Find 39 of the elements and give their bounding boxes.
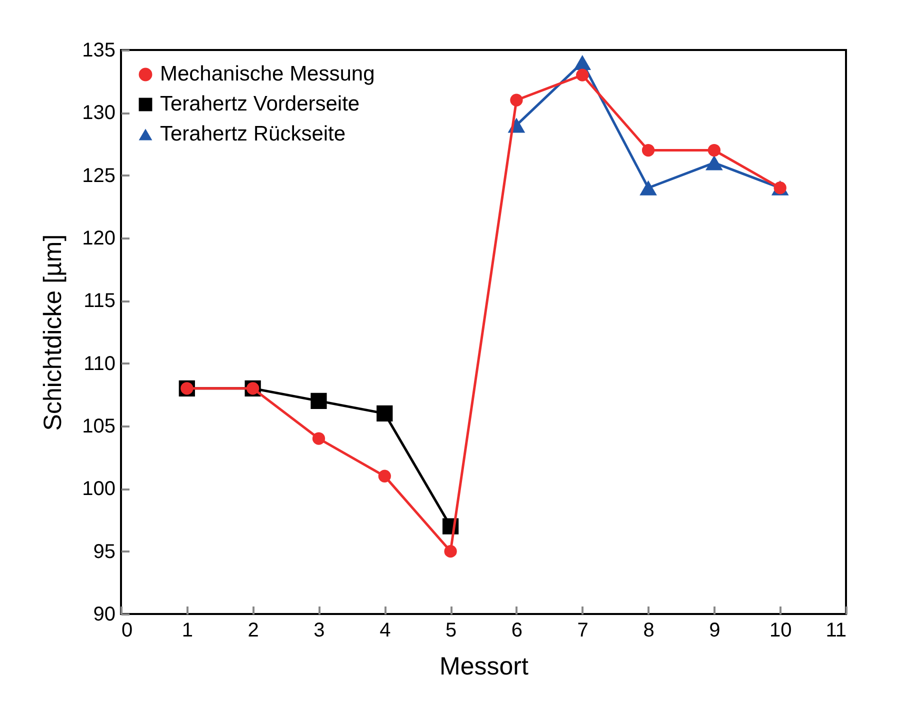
y-tick-label: 115: [84, 290, 116, 312]
y-tick-label: 135: [82, 40, 116, 62]
y-tick-label: 125: [82, 164, 116, 187]
point: [576, 68, 589, 82]
x-tick-label: 9: [709, 620, 720, 642]
point: [642, 144, 655, 157]
y-tick-label: 105: [82, 416, 116, 438]
y-tick-label: 110: [84, 352, 116, 375]
x-tick-label: 1: [182, 620, 193, 642]
x-tick-label: 10: [769, 620, 792, 642]
y-axis-title: Schichtdicke [µm]: [39, 234, 68, 431]
y-tick-label: 90: [93, 604, 116, 626]
y-tick-label: 120: [82, 228, 116, 250]
point: [378, 470, 391, 482]
x-tick-label: 3: [314, 620, 325, 642]
x-axis-title: Messort: [440, 652, 529, 680]
point: [510, 94, 523, 106]
legend-label: Terahertz Rückseite: [160, 122, 346, 146]
x-tick-label: 4: [380, 620, 391, 642]
y-tick-label: 95: [93, 540, 116, 563]
legend-label: Mechanische Messung: [160, 62, 375, 86]
point: [640, 180, 657, 196]
x-tick-label: 8: [643, 620, 654, 642]
point: [706, 155, 723, 170]
point: [574, 55, 592, 70]
y-tick-label: 130: [82, 102, 116, 124]
x-tick-label: 7: [577, 620, 588, 642]
x-tick-label: 6: [511, 620, 523, 642]
x-tick-label: 5: [445, 620, 457, 642]
point: [312, 432, 326, 445]
point: [310, 392, 327, 409]
x-tick-label: 11: [826, 620, 846, 642]
legend-label: Terahertz Vorderseite: [160, 92, 360, 116]
x-tick-label: 2: [248, 620, 259, 642]
point: [376, 405, 393, 422]
point: [708, 144, 721, 157]
x-tick-label: 0: [122, 620, 133, 642]
point: [444, 545, 457, 558]
y-tick-label: 100: [82, 478, 116, 500]
